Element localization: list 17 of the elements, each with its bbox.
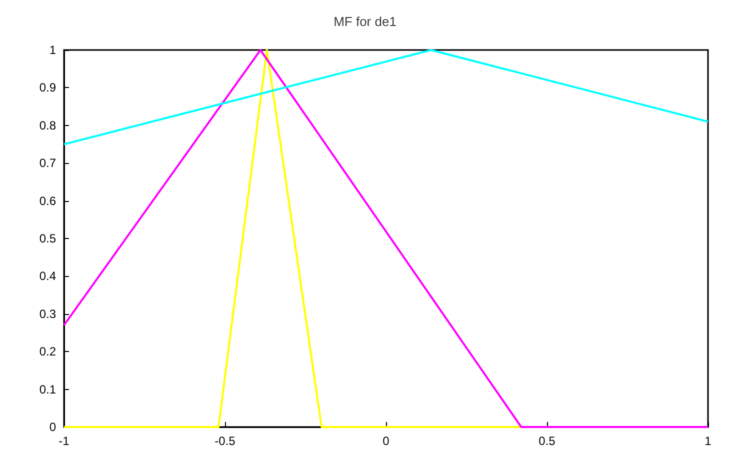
y-tick-label: 0 bbox=[49, 420, 56, 434]
x-tick-label: -1 bbox=[58, 434, 70, 448]
y-tick-label: 0.6 bbox=[39, 194, 56, 208]
y-tick-label: 0.4 bbox=[39, 269, 56, 284]
y-tick-label: 0.9 bbox=[39, 80, 56, 95]
y-tick-label: 0.1 bbox=[39, 382, 56, 396]
x-tick-label: 0 bbox=[382, 434, 390, 448]
x-tick-label: -0.5 bbox=[214, 434, 236, 448]
y-tick-label: 1 bbox=[49, 43, 56, 57]
y-tick-label: 0.5 bbox=[39, 232, 56, 246]
y-tick-label: 0.7 bbox=[39, 156, 56, 170]
y-tick-label: 0.8 bbox=[39, 118, 56, 132]
x-tick-label: 1 bbox=[704, 434, 712, 448]
chart-title: MF for de1 bbox=[334, 14, 396, 29]
y-tick-label: 0.3 bbox=[39, 306, 56, 321]
x-tick-label: 0.5 bbox=[538, 434, 556, 448]
y-tick-label: 0.2 bbox=[39, 344, 56, 359]
